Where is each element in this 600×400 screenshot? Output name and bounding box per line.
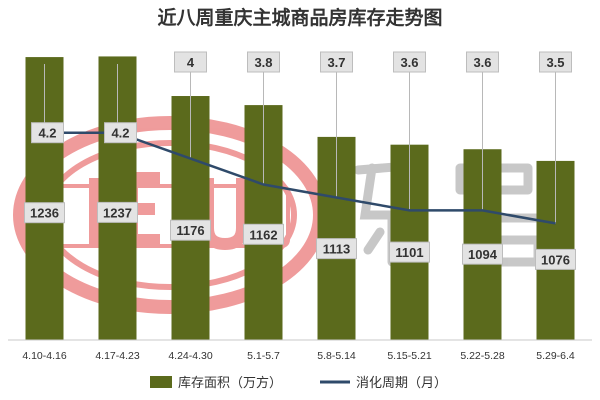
bar-value-text: 1176: [176, 223, 204, 238]
bar-value-label: 1076: [535, 248, 576, 270]
x-tick-label: 5.22-5.28: [460, 350, 505, 362]
line-value-text: 3.7: [327, 55, 345, 70]
legend: 库存面积（万方） 消化周期（月）: [150, 375, 447, 391]
line-value-box: [466, 51, 499, 73]
line-value-box: [31, 122, 64, 144]
bar-value-box: [24, 202, 65, 224]
bar-value-label: 1237: [97, 201, 138, 223]
x-tick-label: 5.15-5.21: [387, 350, 432, 362]
bar-value-text: 1113: [323, 242, 351, 257]
bar-value-text: 1101: [395, 245, 423, 260]
line-value-label: 3.6: [393, 51, 426, 73]
line-value-box: [539, 51, 572, 73]
x-tick-label: 5.1-5.7: [247, 350, 280, 362]
bar-value-label: 1113: [316, 238, 357, 260]
x-tick-label: 5.8-5.14: [317, 350, 356, 362]
line-value-text: 3.6: [400, 55, 418, 70]
line-value-box: [104, 122, 137, 144]
line-value-label: 3.6: [466, 51, 499, 73]
bar-value-text: 1094: [468, 247, 498, 262]
line-value-label: 3.7: [320, 51, 353, 73]
line-value-box: [393, 51, 426, 73]
bar-value-label: 1162: [243, 223, 284, 245]
line-value-box: [247, 51, 280, 73]
line-value-label: 4.2: [31, 122, 64, 144]
line-value-text: 4.2: [111, 126, 129, 141]
bar-value-label: 1101: [389, 241, 430, 263]
line-value-box: [174, 51, 207, 73]
bar-value-text: 1236: [30, 206, 59, 221]
line-value-text: 3.8: [254, 55, 272, 70]
bar-value-text: 1237: [103, 205, 132, 220]
bar-value-box: [535, 248, 576, 270]
bar-value-box: [316, 238, 357, 260]
line-value-label: 3.5: [539, 51, 572, 73]
legend-bar-swatch: [150, 376, 172, 388]
bar-value-box: [389, 241, 430, 263]
bar-value-box: [97, 201, 138, 223]
bar-value-box: [170, 219, 211, 241]
line-value-label: 4: [174, 51, 207, 73]
x-tick-label: 4.10-4.16: [22, 350, 67, 362]
bar-value-label: 1236: [24, 202, 65, 224]
bar-value-text: 1076: [541, 252, 570, 267]
chart-title: 近八周重庆主城商品房库存走势图: [157, 6, 442, 29]
line-value-text: 3.6: [473, 55, 491, 70]
x-tick-label: 5.29-6.4: [536, 350, 575, 362]
bar-value-box: [462, 243, 503, 265]
bar-value-label: 1094: [462, 243, 503, 265]
line-value-text: 4: [187, 55, 195, 70]
legend-bar-label: 库存面积（万方）: [178, 375, 282, 391]
bar-value-label: 1176: [170, 219, 211, 241]
x-tick-label: 4.17-4.23: [95, 350, 140, 362]
legend-line-label: 消化周期（月）: [356, 376, 447, 391]
bar-value-box: [243, 223, 284, 245]
x-tick-label: 4.24-4.30: [168, 350, 213, 362]
line-value-text: 3.5: [546, 55, 564, 70]
bar-value-text: 1162: [249, 227, 277, 242]
line-value-label: 3.8: [247, 51, 280, 73]
line-value-label: 4.2: [104, 122, 137, 144]
line-value-text: 4.2: [38, 126, 56, 141]
line-value-box: [320, 51, 353, 73]
